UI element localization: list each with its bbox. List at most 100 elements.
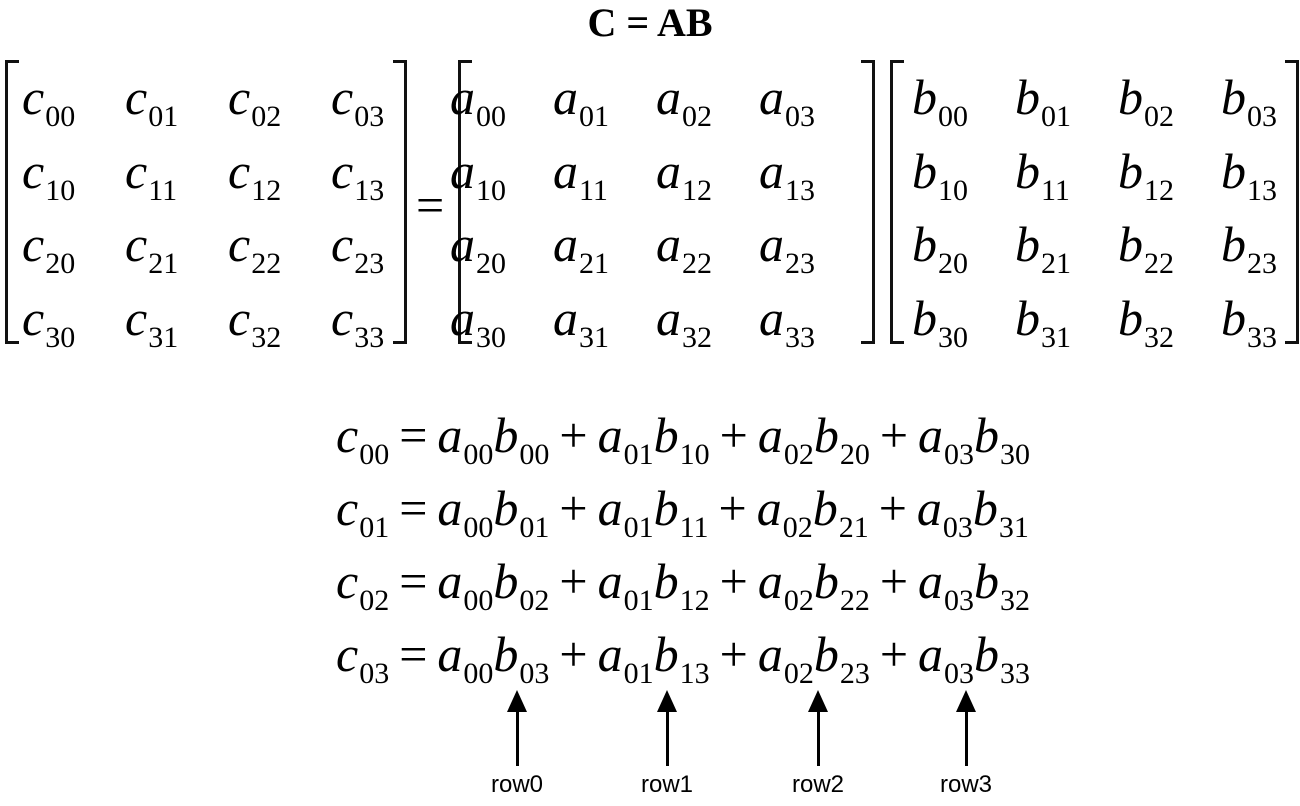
matrix-B-b21-subscript: 21 [1041,247,1071,280]
matrix-A-a32-subscript: 32 [682,320,712,354]
plus-operator: + [878,480,907,536]
term-b-subscript: 03 [519,657,550,690]
term-b: b13 [653,626,710,690]
term-a-subscript: 00 [463,438,494,471]
term-b-subscript: 23 [839,657,870,690]
matrix-A-left-bracket [458,60,472,344]
term-b-subscript: 22 [839,584,870,617]
term-a-subscript: 02 [783,438,814,471]
matrix-B-entry: b00 [912,69,968,133]
term-b-letter: b [813,553,839,609]
matrix-B-b23-subscript: 23 [1247,247,1277,280]
equals-operator: = [399,626,428,682]
matrix-B-b12-letter: b [1118,142,1143,199]
row-label: row3 [939,771,993,798]
matrix-C-c01-letter: c [125,69,148,125]
term-a-subscript: 03 [944,438,975,471]
equation-lhs-subscript: 03 [359,657,390,690]
matrix-A-entry: a22 [656,219,712,280]
matrix-B-b01-letter: b [1015,69,1040,125]
matrix-C-c02-letter: c [228,69,251,125]
matrix-B-entry: b21 [1015,216,1071,280]
matrix-C-c21-letter: c [125,216,148,272]
matrix-A-a23-letter: a [759,216,784,272]
matrix-A-a33: a33 [759,290,815,354]
row-label: row1 [640,771,694,798]
matrix-C-c03-subscript: 03 [354,100,385,133]
matrix-B-b32-subscript: 32 [1144,320,1174,354]
term-b-subscript: 32 [1000,584,1031,617]
matrix-B-b03-subscript: 03 [1247,100,1277,133]
term-b: b00 [493,407,549,471]
plus-operator: + [559,553,588,609]
matrix-C-c12-subscript: 12 [251,173,282,207]
matrix-B-entry: b12 [1118,142,1174,207]
matrix-C-entry: c32 [228,293,281,354]
plus-operator: + [559,407,588,463]
matrix-A-a02-subscript: 02 [682,100,712,133]
term-b-letter: b [812,480,838,536]
term-a-letter: a [597,407,623,463]
matrix-A-entry: a33 [759,290,815,354]
matrix-B-b03-letter: b [1221,69,1246,125]
term-b-letter: b [974,626,1000,682]
matrix-A-entry: a03 [759,72,815,133]
matrix-A-entry: a21 [553,219,609,280]
matrix-B-b23-letter: b [1221,216,1246,272]
matrix-C-c20-letter: c [22,216,45,272]
matrix-A-a20: a20 [450,216,506,280]
matrix-C-entry: c12 [228,142,282,207]
matrix-C-c31-subscript: 31 [148,320,179,354]
matrix-B-entry: b03 [1221,69,1277,133]
matrix-C-c22-subscript: 22 [251,247,282,280]
matrix-A-entry: a02 [656,72,712,133]
matrix-A-entry: a23 [759,216,815,280]
matrix-C-entry: c21 [125,216,178,280]
matrix-B-b11-letter: b [1015,142,1040,199]
matrix-B-b00-letter: b [912,69,937,125]
arrow-head-icon [507,690,527,712]
term-b-letter: b [653,626,679,682]
matrix-B-b13-subscript: 13 [1247,173,1277,207]
matrix-C-c11: c11 [125,143,177,207]
matrix-A-a12-letter: a [656,142,681,199]
matrix-C-c12-letter: c [228,142,251,199]
equation-lhs-letter: c [336,407,359,463]
equation-lhs-subscript: 00 [359,438,390,471]
matrix-B-b21: b21 [1015,216,1071,280]
term-b-letter: b [493,553,519,609]
matrix-A-a33-subscript: 33 [785,320,815,354]
term-b-subscript: 30 [1000,438,1031,471]
matrix-B-b02: b02 [1118,69,1174,133]
term-b-subscript: 11 [679,511,709,544]
term-b-subscript: 21 [838,511,869,544]
row-label: row2 [791,771,845,798]
matrix-B-b03: b03 [1221,69,1277,133]
diagram-title: C = AB [587,0,713,45]
term-a-subscript: 01 [623,438,654,471]
term-b-letter: b [813,407,839,463]
matrix-C-c13-subscript: 13 [354,173,385,207]
term-b: b03 [493,626,549,690]
term-a: a01 [598,626,654,690]
term-b: b31 [973,480,1029,544]
matrix-A-a20-letter: a [450,216,475,272]
arrow-shaft [666,708,669,766]
matrix-B-entry: b11 [1015,142,1070,207]
term-a-subscript: 00 [463,584,494,617]
term-a-letter: a [757,626,783,682]
term-a-letter: a [437,626,463,682]
term-a: a03 [918,553,974,617]
equation-lhs-subscript: 02 [359,584,390,617]
matrix-C-c13-letter: c [331,142,354,199]
matrix-B-b31: b31 [1015,290,1071,354]
plus-operator: + [719,626,748,682]
term-a-subscript: 02 [783,657,814,690]
term-a: a00 [437,626,493,690]
term-a-letter: a [597,553,623,609]
matrix-B-b22: b22 [1118,216,1174,280]
matrix-C-entry: c02 [228,69,281,133]
term-b: b23 [814,626,870,690]
matrix-C-entry: c10 [22,146,75,207]
matrix-B-b30-letter: b [912,289,937,346]
